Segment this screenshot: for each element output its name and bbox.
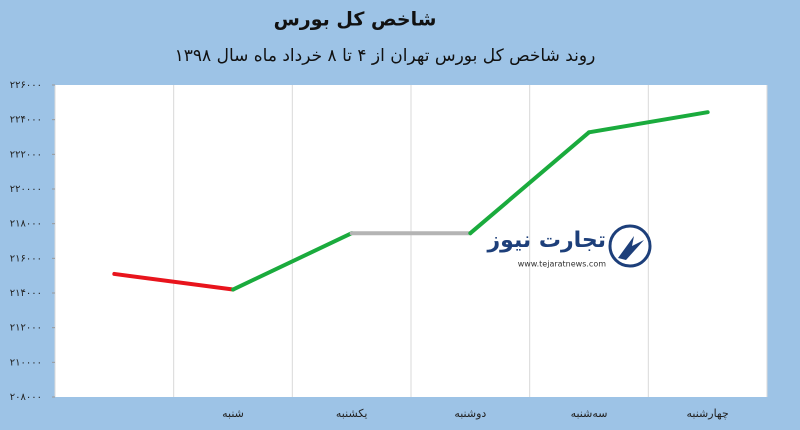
chart-title: شاخص کل بورس	[274, 9, 437, 31]
logo-url: www.tejaratnews.com	[518, 260, 606, 269]
x-tick-label: سه‌شنبه	[571, 407, 608, 420]
logo-arrow	[618, 236, 644, 260]
y-tick-label: ۲۱۴۰۰۰	[10, 288, 42, 299]
watermark: تجارت نیوز www.tejaratnews.com	[486, 224, 652, 269]
y-tick-label: ۲۲۲۰۰۰	[10, 149, 42, 160]
y-tick-label: ۲۲۴۰۰۰	[10, 115, 42, 126]
line-segment	[587, 110, 710, 135]
y-tick-label: ۲۱۲۰۰۰	[10, 323, 42, 334]
line-segment	[231, 231, 354, 292]
y-tick-label: ۲۲۶۰۰۰	[10, 80, 42, 91]
y-tick-label: ۲۱۸۰۰۰	[10, 219, 42, 230]
y-tick-label: ۲۰۸۰۰۰	[10, 392, 42, 403]
chart-subtitle: روند شاخص کل بورس تهران از ۴ تا ۸ خرداد …	[175, 46, 596, 66]
y-tick-label: ۲۱۰۰۰۰	[10, 357, 42, 368]
x-tick-label: شنبه	[222, 407, 244, 420]
y-tick-label: ۲۲۰۰۰۰	[10, 184, 42, 195]
logo-text: تجارت نیوز	[486, 228, 606, 253]
line-segment	[468, 130, 591, 236]
line-segment	[112, 271, 235, 292]
x-tick-label: دوشنبه	[454, 407, 486, 420]
y-tick-label: ۲۱۶۰۰۰	[10, 253, 42, 264]
x-tick-label: چهارشنبه	[687, 407, 729, 420]
x-tick-label: یکشنبه	[336, 407, 368, 420]
